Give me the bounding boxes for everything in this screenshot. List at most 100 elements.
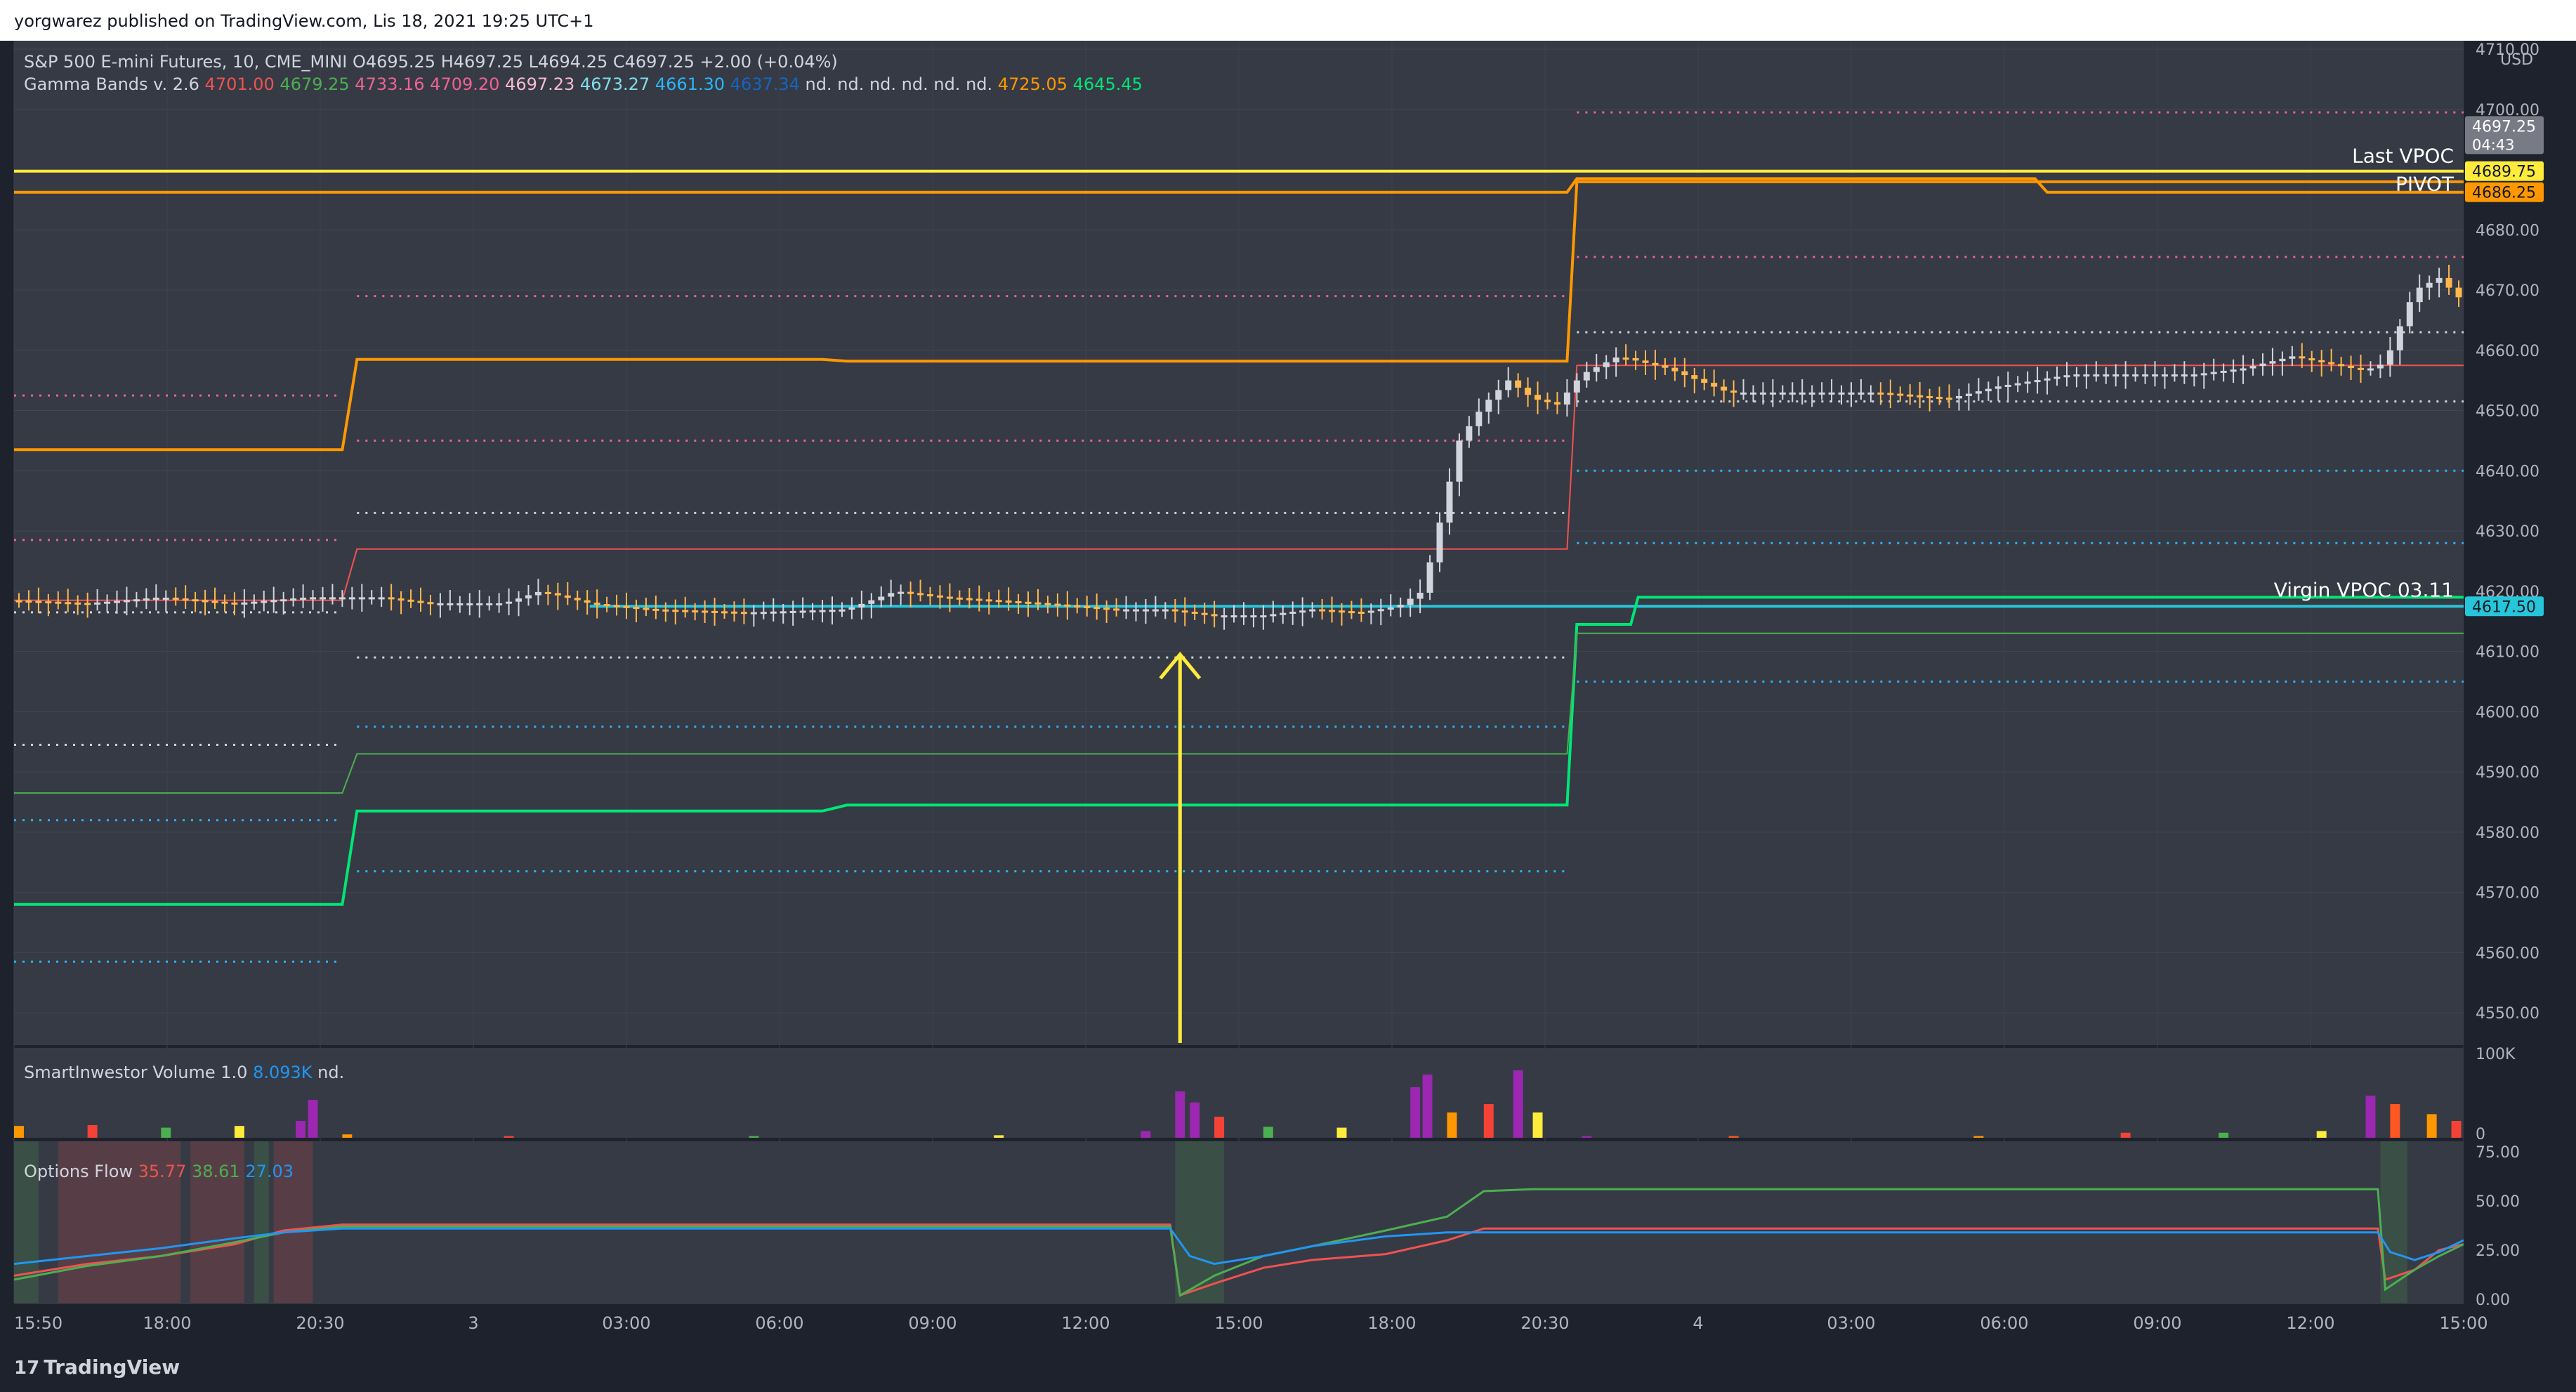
candle-body <box>1789 392 1796 395</box>
candle-body <box>907 591 914 594</box>
candle-body <box>25 600 32 603</box>
candle-body <box>15 600 22 603</box>
candle-body <box>1858 392 1865 395</box>
candle-body <box>94 602 101 605</box>
candle-body <box>740 612 747 615</box>
candle-body <box>437 603 444 605</box>
volume-legend-part: nd. <box>313 1063 345 1082</box>
candle-body <box>544 591 551 594</box>
time-axis[interactable]: 15:50 18:00 20:30 3 03:00 06:00 09:00 12:00 15:0… <box>14 1313 2488 1333</box>
candle-body <box>1553 402 1560 405</box>
candle-body <box>898 591 905 594</box>
candle-body <box>809 610 816 613</box>
candle-body <box>1583 372 1590 381</box>
candle-body <box>1701 379 1708 383</box>
candle-body <box>799 610 806 613</box>
candle-body <box>1995 386 2002 389</box>
candle-body <box>1681 371 1688 376</box>
candle-body <box>966 598 973 600</box>
candle-body <box>2289 356 2296 359</box>
time-tick-label: 09:00 <box>2133 1313 2181 1333</box>
candle-body <box>2377 365 2384 369</box>
gamma-legend-part: nd. <box>864 74 896 94</box>
candle-body <box>1133 609 1140 612</box>
volume-bar <box>1336 1127 1347 1138</box>
gamma-legend-part: 4733.16 <box>350 74 425 94</box>
candle-body <box>721 611 728 614</box>
candle-body <box>280 599 287 602</box>
candle-body <box>2426 282 2433 288</box>
candle-body <box>2338 364 2345 367</box>
candle-body <box>868 600 875 604</box>
time-tick-label: 15:00 <box>2439 1313 2488 1333</box>
candle-body <box>1142 609 1149 612</box>
main-pane[interactable] <box>13 41 2464 1303</box>
candle-body <box>819 610 826 612</box>
price-tag-value: 4617.50 <box>2472 598 2536 616</box>
candle-body <box>995 600 1002 603</box>
candle-body <box>1221 615 1228 618</box>
candle-body <box>1848 392 1855 395</box>
candle-body <box>143 598 150 601</box>
options-pane[interactable] <box>13 1141 2464 1304</box>
options-tick-label: 50.00 <box>2476 1193 2520 1211</box>
candle-body <box>917 593 924 596</box>
candle-body <box>2190 374 2197 377</box>
options-zones <box>14 1141 2407 1303</box>
candle-body <box>1838 392 1845 395</box>
volume-bar <box>1582 1136 1592 1138</box>
candle-body <box>1495 390 1502 400</box>
volume-bar <box>342 1134 353 1138</box>
candle-body <box>84 603 91 605</box>
candle-body <box>2083 374 2090 377</box>
candle-body <box>447 603 454 605</box>
candle-body <box>221 601 228 604</box>
price-tag-value: 4686.25 <box>2472 185 2536 202</box>
candle-body <box>643 608 650 610</box>
time-tick-label: 09:00 <box>908 1313 957 1333</box>
candle-body <box>1573 380 1580 393</box>
candle-body <box>496 603 503 605</box>
volume-bar <box>2390 1104 2400 1138</box>
options-tick-label: 75.00 <box>2476 1144 2520 1162</box>
candle-body <box>2328 362 2335 365</box>
candle-body <box>251 601 258 604</box>
candle-body <box>1289 611 1296 614</box>
symbol-legend-part: +2.00 (+0.04%) <box>695 52 838 72</box>
price-tag <box>2465 596 2544 617</box>
candle-body <box>2161 374 2168 377</box>
tradingview-logo[interactable]: 17 TradingView <box>14 1355 180 1379</box>
candle-body <box>1632 357 1639 361</box>
time-tick-label: 15:00 <box>1214 1313 1263 1333</box>
candle-body <box>1535 395 1542 400</box>
candle-body <box>515 598 523 602</box>
candle-body <box>574 598 581 600</box>
candle-body <box>1338 610 1345 613</box>
level-line-5 <box>14 632 2464 794</box>
price-axis[interactable]: 4710.004700.004690.004680.004670.004660.… <box>2464 41 2576 1309</box>
candle-body <box>1867 392 1874 395</box>
candle-body <box>2358 367 2365 370</box>
candle-body <box>2210 372 2217 374</box>
price-axis-background <box>2464 41 2576 1305</box>
price-tick-label: 4710.00 <box>2476 41 2539 59</box>
candle-body <box>975 598 983 601</box>
currency-label: USD <box>2500 51 2533 69</box>
footer-bar: 17 TradingView <box>0 1343 2576 1392</box>
candle-body <box>1064 604 1071 607</box>
price-tick-label: 4670.00 <box>2476 282 2539 300</box>
options-zone <box>58 1141 181 1303</box>
trading-chart[interactable]: 4710.004700.004690.004680.004670.004660.… <box>0 0 2576 1343</box>
candle-body <box>1818 392 1825 395</box>
volume-pane[interactable] <box>14 1048 2464 1138</box>
price-tick-label: 4630.00 <box>2476 523 2539 541</box>
level-labels: Last VPOC PIVOT Virgin VPOC 03.11 <box>2274 145 2455 602</box>
candle-body <box>1074 605 1081 608</box>
volume-bar <box>2316 1131 2327 1138</box>
price-tag-value: 4689.75 <box>2472 164 2536 181</box>
candle-body <box>1955 395 1962 399</box>
candle-body <box>241 602 248 605</box>
price-tick-label: 4590.00 <box>2476 764 2539 782</box>
volume-bar <box>2451 1121 2462 1138</box>
candle-body <box>1466 426 1473 441</box>
